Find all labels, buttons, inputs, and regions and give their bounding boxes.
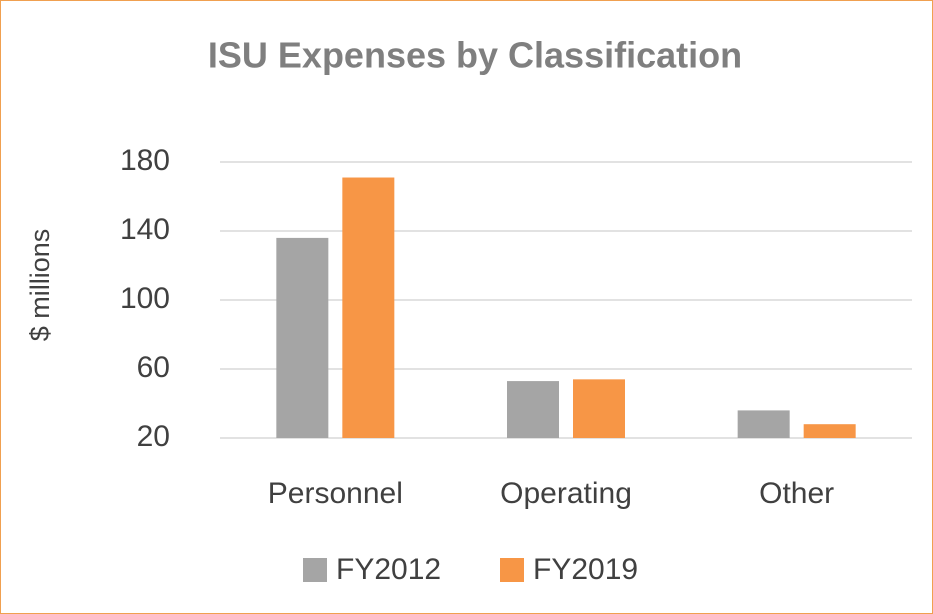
y-axis-label: $ millions: [25, 229, 55, 342]
bar: [342, 177, 395, 438]
legend-label: FY2012: [336, 553, 441, 586]
x-tick-label: Personnel: [268, 477, 403, 510]
legend-label: FY2019: [533, 553, 638, 586]
bar: [737, 410, 790, 438]
bar: [803, 424, 856, 438]
y-tick-label: 60: [137, 351, 170, 384]
bar: [276, 237, 329, 438]
y-tick-label: 100: [120, 282, 170, 315]
legend-swatch: [500, 558, 524, 582]
x-tick-label: Other: [759, 477, 834, 510]
legend-swatch: [303, 558, 327, 582]
y-tick-label: 180: [120, 144, 170, 177]
x-tick-label: Operating: [500, 477, 632, 510]
y-tick-label: 20: [137, 420, 170, 453]
chart-title: ISU Expenses by Classification: [208, 35, 742, 76]
y-tick-label: 140: [120, 213, 170, 246]
bar: [507, 381, 559, 438]
bar: [573, 379, 625, 438]
